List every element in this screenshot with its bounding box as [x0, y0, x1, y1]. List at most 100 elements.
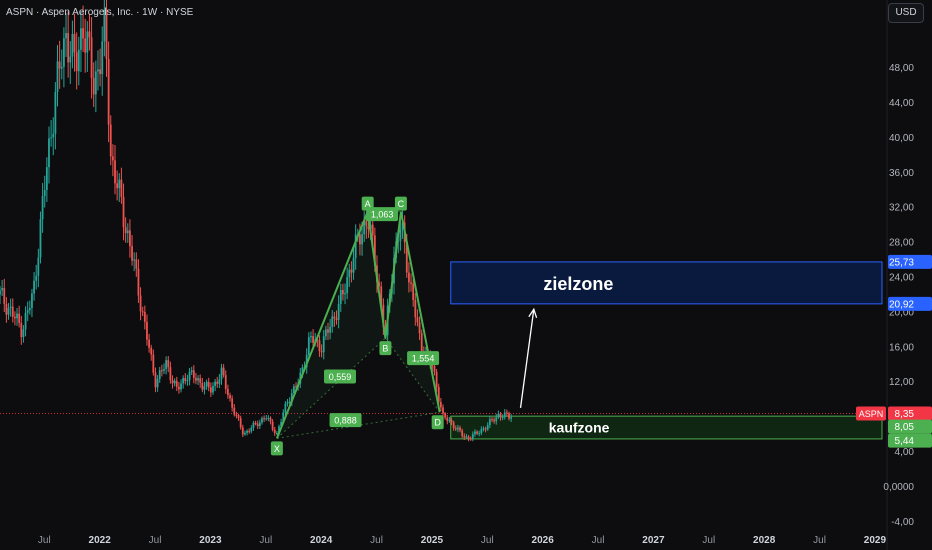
candle-body [180, 383, 182, 390]
candle-body [288, 401, 291, 403]
candle-body [333, 316, 336, 319]
candle-body [226, 388, 229, 396]
pattern-point-badge [270, 441, 283, 456]
y-tick-label: 40,00 [889, 133, 914, 144]
candle-body [439, 401, 442, 408]
candle-body [107, 58, 110, 125]
candle-body [220, 367, 223, 380]
x-tick-label: Jul [702, 535, 715, 546]
buy-bottom-badge-text: 5,44 [895, 436, 915, 447]
x-tick-label: Jul [259, 535, 272, 546]
candle-body [88, 31, 91, 38]
candle-body [405, 242, 408, 273]
candle-body [267, 417, 270, 419]
y-tick-label: 44,00 [889, 98, 914, 109]
candle-body [263, 418, 265, 420]
ratio-label: 1,063 [371, 210, 394, 220]
candle-body [246, 430, 248, 433]
candle-body [175, 380, 178, 387]
harmonic-pattern: X A B C D 0,559 1,063 1,554 0,888 [270, 196, 538, 456]
candle-body [252, 422, 255, 428]
candle-body [295, 386, 297, 388]
candle-body [344, 293, 346, 295]
candle-body [73, 34, 76, 53]
candle-body [373, 235, 376, 266]
candle-body [471, 434, 474, 439]
candle-body [75, 52, 78, 72]
pattern-ratio-line [385, 337, 441, 413]
candle-body [141, 311, 144, 313]
candle-body [207, 381, 210, 388]
candle-body [278, 426, 280, 434]
candle-body [80, 28, 82, 50]
candle-body [416, 317, 419, 323]
candle-body [361, 234, 363, 245]
target-zone [450, 261, 883, 305]
candle-body [173, 380, 176, 384]
candle-body [178, 386, 180, 390]
candle-body [465, 436, 468, 438]
candle-body [65, 33, 67, 39]
symbol-badge [856, 406, 886, 421]
x-tick-label: 2025 [421, 535, 444, 546]
candle-body [109, 124, 112, 157]
candle-body [235, 414, 238, 416]
candle-body [503, 412, 506, 418]
x-tick-label: Jul [481, 535, 494, 546]
candle-body [165, 360, 168, 369]
y-tick-label: -4,00 [891, 517, 914, 528]
candle-body [488, 419, 491, 426]
candle-body [60, 66, 63, 69]
candle-body [478, 433, 481, 435]
x-tick-label: 2024 [310, 535, 333, 546]
candle-body [231, 398, 234, 408]
candle-body [463, 435, 466, 438]
candle-body [56, 61, 59, 92]
candle-body [126, 230, 129, 234]
pattern-point-badge [394, 196, 407, 211]
candle-body [186, 380, 189, 382]
candle-body [324, 329, 327, 337]
candle-body [459, 427, 461, 431]
ratio-label: 0,888 [334, 416, 357, 426]
axes-layer: 48,00 44,00 40,00 36,00 32,00 28,00 24,00 20,00… [38, 0, 915, 550]
candle-body [5, 303, 8, 315]
candle-body [335, 318, 338, 320]
candle-body [103, 9, 106, 42]
candle-body [163, 368, 165, 371]
candle-body [401, 222, 404, 230]
currency-button[interactable]: USD [888, 3, 924, 23]
candle-body [154, 372, 157, 388]
candle-body [150, 347, 153, 355]
candle-body [48, 138, 50, 168]
candle-body [367, 225, 370, 230]
candle-body [414, 300, 417, 318]
candle-body [318, 340, 321, 352]
candle-body [354, 234, 357, 258]
ratio-label: 1,554 [412, 354, 435, 364]
candle-body [111, 156, 114, 161]
candle-body [258, 422, 261, 427]
y-tick-label: 4,00 [895, 447, 915, 458]
candle-body [182, 377, 185, 384]
x-tick-label: Jul [813, 535, 826, 546]
candle-body [269, 417, 272, 422]
ratio-badge [324, 369, 357, 384]
candle-body [244, 432, 246, 435]
candle-body [160, 370, 163, 372]
x-tick-label: 2026 [532, 535, 555, 546]
candle-body [222, 367, 225, 376]
ratio-label: 0,559 [329, 372, 352, 382]
target-top-badge-text: 25,73 [889, 257, 914, 268]
candle-body [18, 313, 21, 324]
candle-body [448, 420, 451, 422]
candle-body [486, 425, 489, 430]
candle-body [380, 286, 383, 305]
pattern-fill-xab [276, 211, 386, 439]
candle-body [31, 293, 33, 308]
candle-body [97, 69, 99, 72]
candle-body [322, 336, 325, 353]
candle-body [99, 69, 102, 75]
candle-body [156, 379, 159, 388]
